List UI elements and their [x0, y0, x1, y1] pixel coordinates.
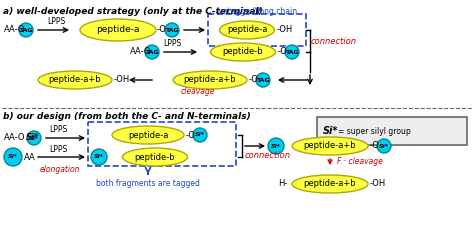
Text: peptide-a: peptide-a: [96, 25, 140, 35]
Text: Si*: Si*: [29, 136, 38, 141]
Text: peptide-b: peptide-b: [223, 47, 264, 56]
Circle shape: [193, 128, 207, 142]
Text: b) our design (from both the C- and N-terminals): b) our design (from both the C- and N-te…: [3, 112, 251, 121]
Ellipse shape: [292, 137, 368, 155]
Circle shape: [268, 138, 284, 154]
Text: peptide-a: peptide-a: [128, 131, 168, 140]
Text: cleavage: cleavage: [346, 158, 383, 167]
Text: -OH: -OH: [370, 179, 386, 188]
Text: -O: -O: [278, 47, 288, 56]
Text: peptide-a+b: peptide-a+b: [304, 142, 356, 150]
Ellipse shape: [210, 43, 275, 61]
Text: -O: -O: [370, 142, 380, 150]
Text: peptide-a+b: peptide-a+b: [49, 76, 101, 84]
Bar: [88, 122, 236, 166]
Ellipse shape: [80, 19, 156, 41]
Text: TAG: TAG: [145, 49, 159, 54]
Text: Si*: Si*: [8, 154, 18, 160]
Text: TAG: TAG: [285, 49, 299, 54]
Circle shape: [377, 139, 391, 153]
Text: TAG: TAG: [19, 27, 33, 33]
Ellipse shape: [292, 175, 368, 193]
Text: ⁻: ⁻: [342, 158, 346, 167]
Text: LPPS: LPPS: [47, 17, 65, 26]
Text: -OH: -OH: [277, 25, 293, 35]
Text: cleavage: cleavage: [181, 86, 215, 96]
Circle shape: [165, 23, 179, 37]
Circle shape: [91, 149, 107, 165]
FancyBboxPatch shape: [317, 117, 467, 145]
Text: AA-O: AA-O: [130, 47, 152, 56]
Text: Si*: Si*: [323, 126, 338, 136]
Text: Si*: Si*: [195, 133, 205, 138]
Ellipse shape: [219, 21, 274, 39]
Text: -OH: -OH: [114, 76, 130, 84]
Text: Si*: Si*: [271, 143, 281, 148]
Text: -O: -O: [157, 25, 167, 35]
Text: peptide-a+b: peptide-a+b: [184, 76, 237, 84]
Text: -O: -O: [249, 76, 259, 84]
Text: peptide-b: peptide-b: [135, 152, 175, 162]
Ellipse shape: [173, 71, 247, 89]
Text: AA-O: AA-O: [4, 134, 26, 142]
Circle shape: [27, 131, 41, 145]
Text: connection: connection: [245, 151, 291, 161]
Text: H-: H-: [278, 179, 287, 188]
Text: AA-O: AA-O: [4, 25, 26, 35]
Bar: [208, 14, 306, 46]
Text: Si*: Si*: [379, 143, 389, 148]
Text: connection: connection: [311, 37, 357, 46]
Text: AA: AA: [24, 152, 36, 162]
Text: TAG: TAG: [165, 27, 179, 33]
Ellipse shape: [38, 71, 112, 89]
Text: peptide-a+b: peptide-a+b: [304, 179, 356, 188]
Text: a) well-developed strategy (only at the C-terminal): a) well-developed strategy (only at the …: [3, 7, 263, 16]
Text: peptide-a: peptide-a: [227, 25, 267, 35]
Circle shape: [4, 148, 22, 166]
Text: LPPS: LPPS: [49, 125, 67, 135]
Circle shape: [285, 45, 299, 59]
Text: untagged long chain: untagged long chain: [219, 7, 298, 16]
Text: Si*: Si*: [26, 134, 39, 142]
Text: -O: -O: [186, 131, 196, 140]
Ellipse shape: [112, 126, 184, 144]
Text: F: F: [337, 158, 341, 167]
Text: TAG: TAG: [256, 78, 270, 82]
Circle shape: [256, 73, 270, 87]
Text: elongation: elongation: [40, 166, 80, 174]
Circle shape: [19, 23, 33, 37]
Text: = super silyl group: = super silyl group: [338, 127, 411, 136]
Text: Si*: Si*: [94, 154, 104, 160]
Text: both fragments are tagged: both fragments are tagged: [96, 178, 200, 187]
Ellipse shape: [122, 148, 188, 166]
Circle shape: [145, 45, 159, 59]
Text: LPPS: LPPS: [163, 40, 181, 48]
Text: LPPS: LPPS: [49, 144, 67, 153]
